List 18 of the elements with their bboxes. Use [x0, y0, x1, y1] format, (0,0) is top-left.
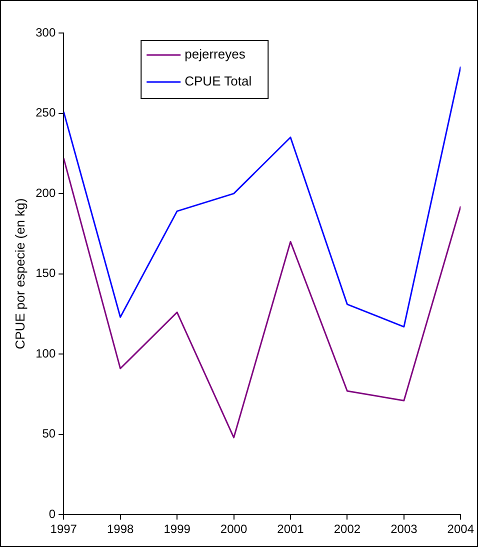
y-tick-label: 200 — [36, 186, 56, 200]
y-tick-label: 250 — [36, 106, 56, 120]
y-tick-label: 0 — [48, 506, 56, 521]
x-tick-label: 1997 — [50, 522, 78, 536]
x-tick-label: 2002 — [334, 522, 361, 536]
x-tick-label: 2003 — [390, 522, 418, 536]
x-tick-label: 1999 — [164, 522, 191, 536]
y-tick-label: 300 — [36, 25, 56, 40]
x-tick-label: 2004 — [447, 522, 474, 536]
legend-label: pejerreyes — [184, 46, 246, 62]
y-axis-title: CPUE por especie (en kg) — [12, 198, 28, 350]
x-tick-label: 2001 — [277, 522, 304, 536]
y-tick-label: 50 — [42, 426, 56, 441]
x-tick-label: 1998 — [106, 522, 134, 536]
x-tick-label: 2000 — [220, 522, 248, 536]
legend-label: CPUE Total — [184, 74, 252, 89]
y-tick-label: 100 — [36, 346, 56, 360]
y-tick-label: 150 — [36, 266, 56, 280]
